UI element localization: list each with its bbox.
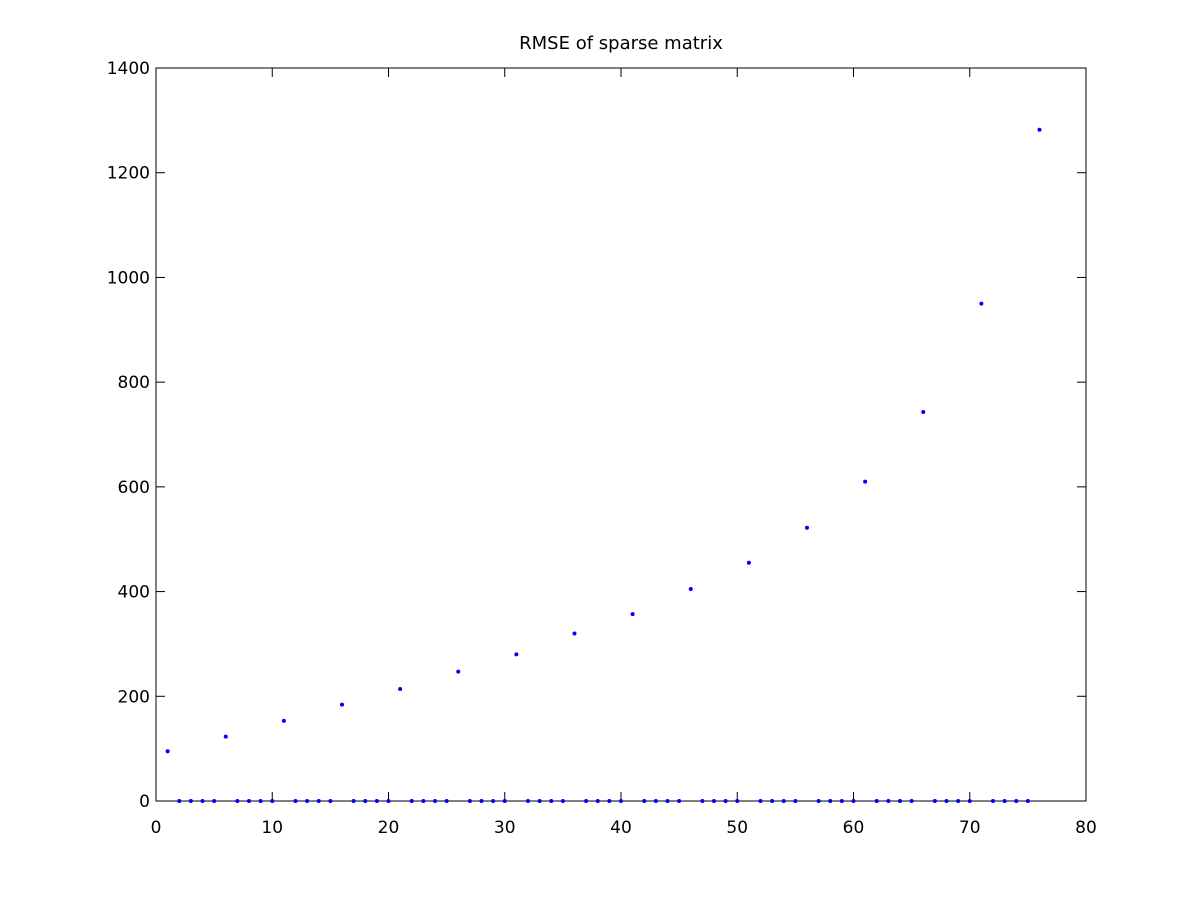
- data-point: [212, 799, 217, 803]
- data-point: [258, 799, 263, 803]
- data-point: [665, 799, 670, 803]
- data-point: [979, 301, 984, 306]
- data-point: [1002, 799, 1007, 803]
- data-point: [293, 799, 298, 803]
- chart-title: RMSE of sparse matrix: [519, 33, 723, 54]
- data-point: [898, 799, 902, 803]
- data-point: [572, 631, 577, 636]
- data-point: [863, 479, 868, 484]
- data-point: [921, 409, 926, 414]
- data-point: [944, 799, 949, 803]
- data-point: [851, 799, 856, 803]
- data-point: [351, 799, 356, 803]
- data-point: [932, 799, 937, 803]
- data-point: [793, 799, 798, 803]
- data-point: [712, 799, 716, 803]
- x-tick-label: 60: [843, 818, 865, 838]
- data-point: [444, 799, 449, 803]
- data-point: [200, 799, 205, 803]
- data-point: [956, 799, 961, 803]
- data-point: [886, 799, 891, 803]
- data-point: [223, 734, 228, 739]
- data-points: [165, 127, 1042, 803]
- data-point: [770, 799, 775, 803]
- data-point: [526, 799, 530, 803]
- data-point: [584, 799, 589, 803]
- data-point: [188, 799, 193, 803]
- data-point: [514, 652, 519, 657]
- data-point: [235, 799, 240, 803]
- x-tick-label: 20: [378, 818, 400, 838]
- data-point: [630, 612, 635, 617]
- y-tick-label: 1400: [107, 59, 150, 79]
- data-point: [677, 799, 682, 803]
- data-point: [421, 799, 426, 803]
- data-point: [653, 799, 658, 803]
- data-point: [549, 799, 554, 803]
- data-point: [1037, 127, 1042, 132]
- data-point: [491, 799, 496, 803]
- data-point: [909, 799, 914, 803]
- data-point: [619, 799, 623, 803]
- data-point: [374, 799, 379, 803]
- data-point: [316, 799, 321, 803]
- data-point: [1025, 799, 1030, 803]
- x-tick-label: 30: [494, 818, 516, 838]
- axis-ticks: 0 10 20 30 40 50 60 70 8002004006008001000120014…: [107, 59, 1097, 838]
- data-point: [328, 799, 333, 803]
- data-point: [409, 799, 414, 803]
- x-tick-label: 80: [1075, 818, 1097, 838]
- data-point: [363, 799, 368, 803]
- data-point: [281, 718, 286, 723]
- y-tick-label: 1200: [107, 164, 150, 184]
- data-point: [247, 799, 251, 803]
- data-point: [1014, 799, 1019, 803]
- data-point: [433, 799, 437, 803]
- data-point: [991, 799, 995, 803]
- data-point: [805, 525, 809, 530]
- data-point: [305, 799, 310, 803]
- data-point: [502, 799, 507, 803]
- x-tick-label: 10: [261, 818, 283, 838]
- y-tick-label: 400: [118, 583, 150, 603]
- y-tick-label: 0: [139, 792, 150, 812]
- x-tick-label: 40: [610, 818, 632, 838]
- data-point: [456, 669, 461, 674]
- data-point: [828, 799, 833, 803]
- data-point: [874, 799, 879, 803]
- data-point: [398, 686, 403, 691]
- data-point: [758, 799, 763, 803]
- data-point: [839, 799, 844, 803]
- y-tick-label: 200: [118, 687, 150, 707]
- x-tick-label: 0: [151, 818, 162, 838]
- data-point: [723, 799, 728, 803]
- data-point: [560, 799, 565, 803]
- data-point: [467, 799, 472, 803]
- x-tick-label: 50: [726, 818, 748, 838]
- data-point: [967, 799, 972, 803]
- data-point: [688, 586, 693, 591]
- data-point: [816, 799, 821, 803]
- data-point: [165, 749, 170, 754]
- data-point: [607, 799, 612, 803]
- data-point: [479, 799, 484, 803]
- data-point: [177, 799, 182, 803]
- data-point: [746, 560, 751, 565]
- data-point: [595, 799, 600, 803]
- data-point: [735, 799, 740, 803]
- data-point: [537, 799, 542, 803]
- y-tick-label: 800: [118, 373, 150, 393]
- data-point: [642, 799, 647, 803]
- data-point: [781, 799, 786, 803]
- data-point: [386, 799, 391, 803]
- data-point: [700, 799, 705, 803]
- data-point: [340, 702, 344, 707]
- data-point: [270, 799, 275, 803]
- y-tick-label: 600: [118, 478, 150, 498]
- y-tick-label: 1000: [107, 268, 150, 288]
- x-tick-label: 70: [959, 818, 981, 838]
